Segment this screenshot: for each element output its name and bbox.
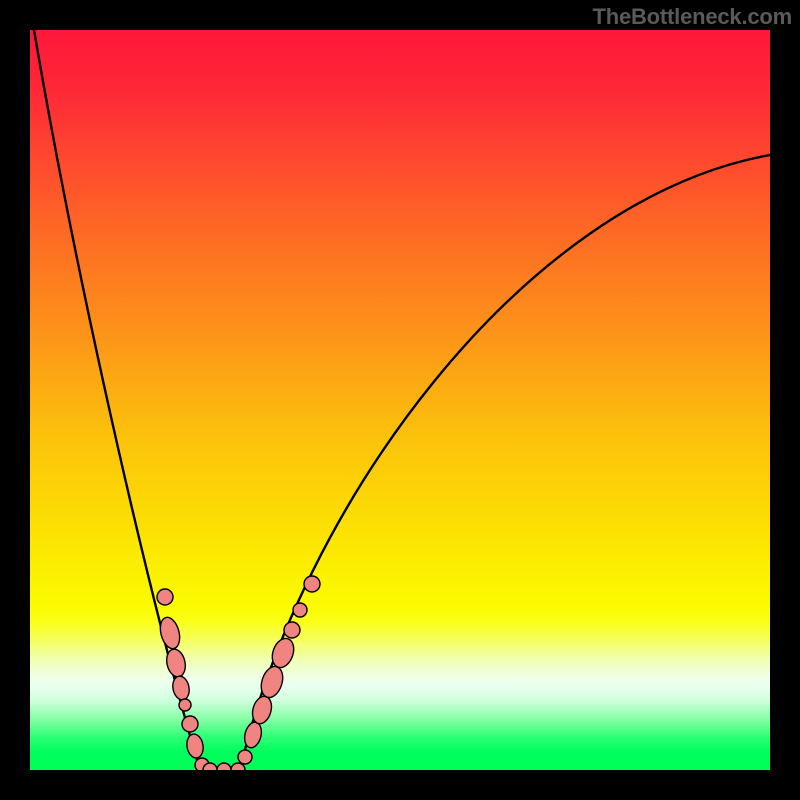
- bottleneck-chart-svg: [0, 0, 800, 800]
- bead-right-5: [284, 622, 300, 638]
- bead-right-0: [238, 750, 252, 764]
- bead-left-0: [157, 589, 173, 605]
- bead-left-4: [179, 699, 191, 711]
- watermark-text: TheBottleneck.com: [592, 4, 792, 30]
- bead-right-6: [293, 603, 307, 617]
- chart-background-gradient: [30, 30, 770, 770]
- bead-right-7: [304, 576, 320, 592]
- bead-left-5: [182, 716, 198, 732]
- chart-frame: TheBottleneck.com: [0, 0, 800, 800]
